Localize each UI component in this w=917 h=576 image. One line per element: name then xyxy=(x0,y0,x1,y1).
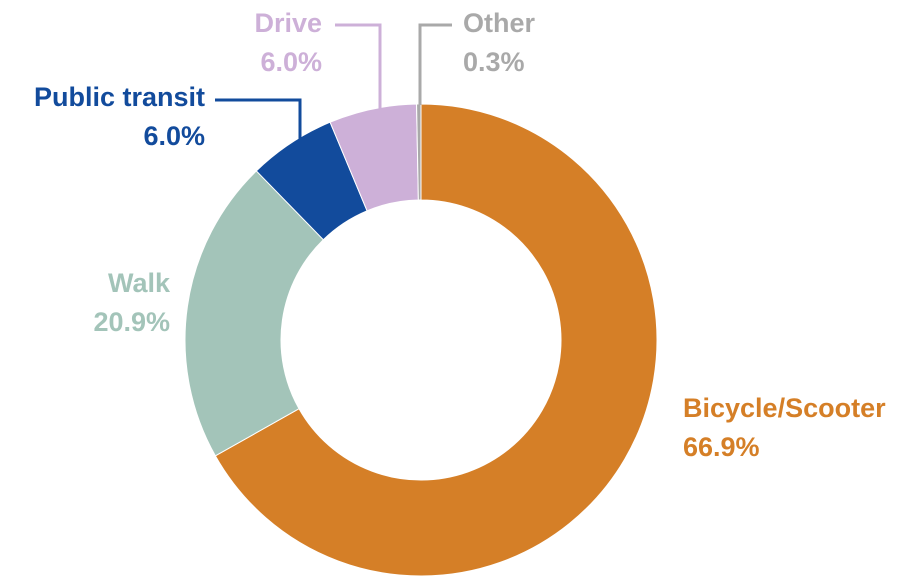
slice-label: Bicycle/Scooter xyxy=(683,393,886,423)
leader-line xyxy=(335,23,382,110)
slice xyxy=(214,103,658,576)
slice xyxy=(416,103,422,201)
slice xyxy=(184,170,325,457)
slice-value: 0.3% xyxy=(463,47,525,77)
slice-value: 6.0% xyxy=(143,121,205,151)
donut xyxy=(184,103,658,576)
leader-line xyxy=(215,98,302,140)
slice-value: 6.0% xyxy=(260,47,322,77)
slice-label: Walk xyxy=(108,268,171,298)
slice-label: Other xyxy=(463,8,536,38)
slice-value: 66.9% xyxy=(683,432,760,462)
slice-value: 20.9% xyxy=(93,307,170,337)
slice-label: Public transit xyxy=(34,82,205,112)
leader-line xyxy=(418,23,452,105)
slice-label: Drive xyxy=(254,8,322,38)
